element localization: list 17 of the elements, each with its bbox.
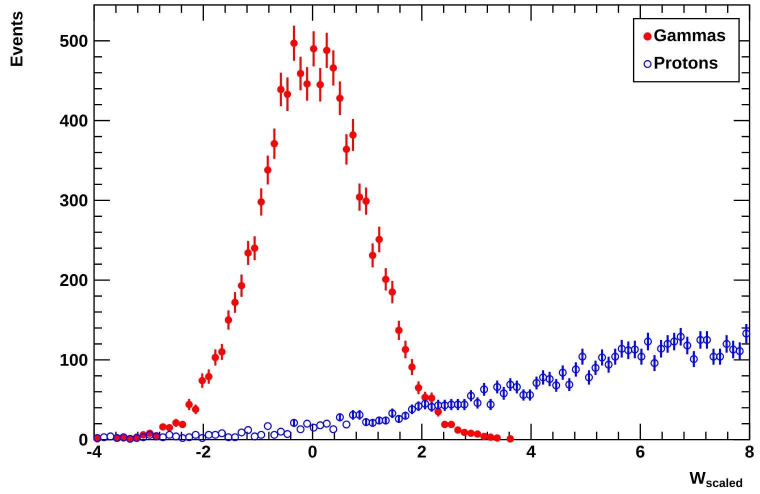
x-tick-label: 6 [636,446,644,458]
x-axis-title: W$_{scaled}$ [690,472,742,488]
x-tick-label: -4 [87,446,102,458]
x-tick-label: 2 [418,446,426,458]
y-axis-title: Events [10,12,23,66]
y-tick-label: 300 [60,194,88,206]
x-tick-label: 0 [308,446,317,458]
y-tick-label: 200 [60,274,88,286]
x-tick-label: 4 [526,446,536,458]
x-tick-label: 8 [745,446,754,458]
y-tick-label: 500 [60,34,88,47]
legend-label: Protons [654,56,718,69]
y-tick-label: 100 [60,354,88,366]
x-tick-label: -2 [196,446,210,458]
y-tick-label: 400 [60,114,88,127]
legend-label: Gammas [654,29,726,42]
y-tick-label: 0 [79,434,88,446]
